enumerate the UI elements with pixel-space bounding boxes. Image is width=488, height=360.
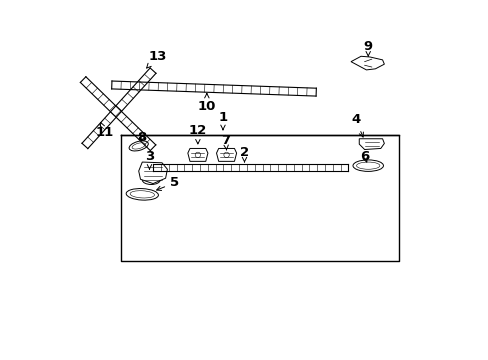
Polygon shape [139,162,167,184]
Text: 1: 1 [218,111,227,130]
Polygon shape [359,139,384,149]
Ellipse shape [129,141,148,151]
Text: 5: 5 [156,176,179,190]
Polygon shape [187,148,207,161]
Text: 2: 2 [240,145,248,162]
Ellipse shape [352,160,383,171]
Text: 13: 13 [146,50,166,68]
Text: 12: 12 [188,124,206,144]
Polygon shape [216,148,236,161]
Text: 7: 7 [221,134,230,150]
Polygon shape [350,56,384,70]
Text: 4: 4 [350,113,363,137]
Text: 8: 8 [138,131,146,144]
Ellipse shape [126,189,158,200]
Text: 11: 11 [95,122,114,139]
Text: 9: 9 [363,40,372,56]
Text: 3: 3 [144,150,154,169]
Text: 10: 10 [197,94,216,113]
Text: 6: 6 [359,150,368,163]
